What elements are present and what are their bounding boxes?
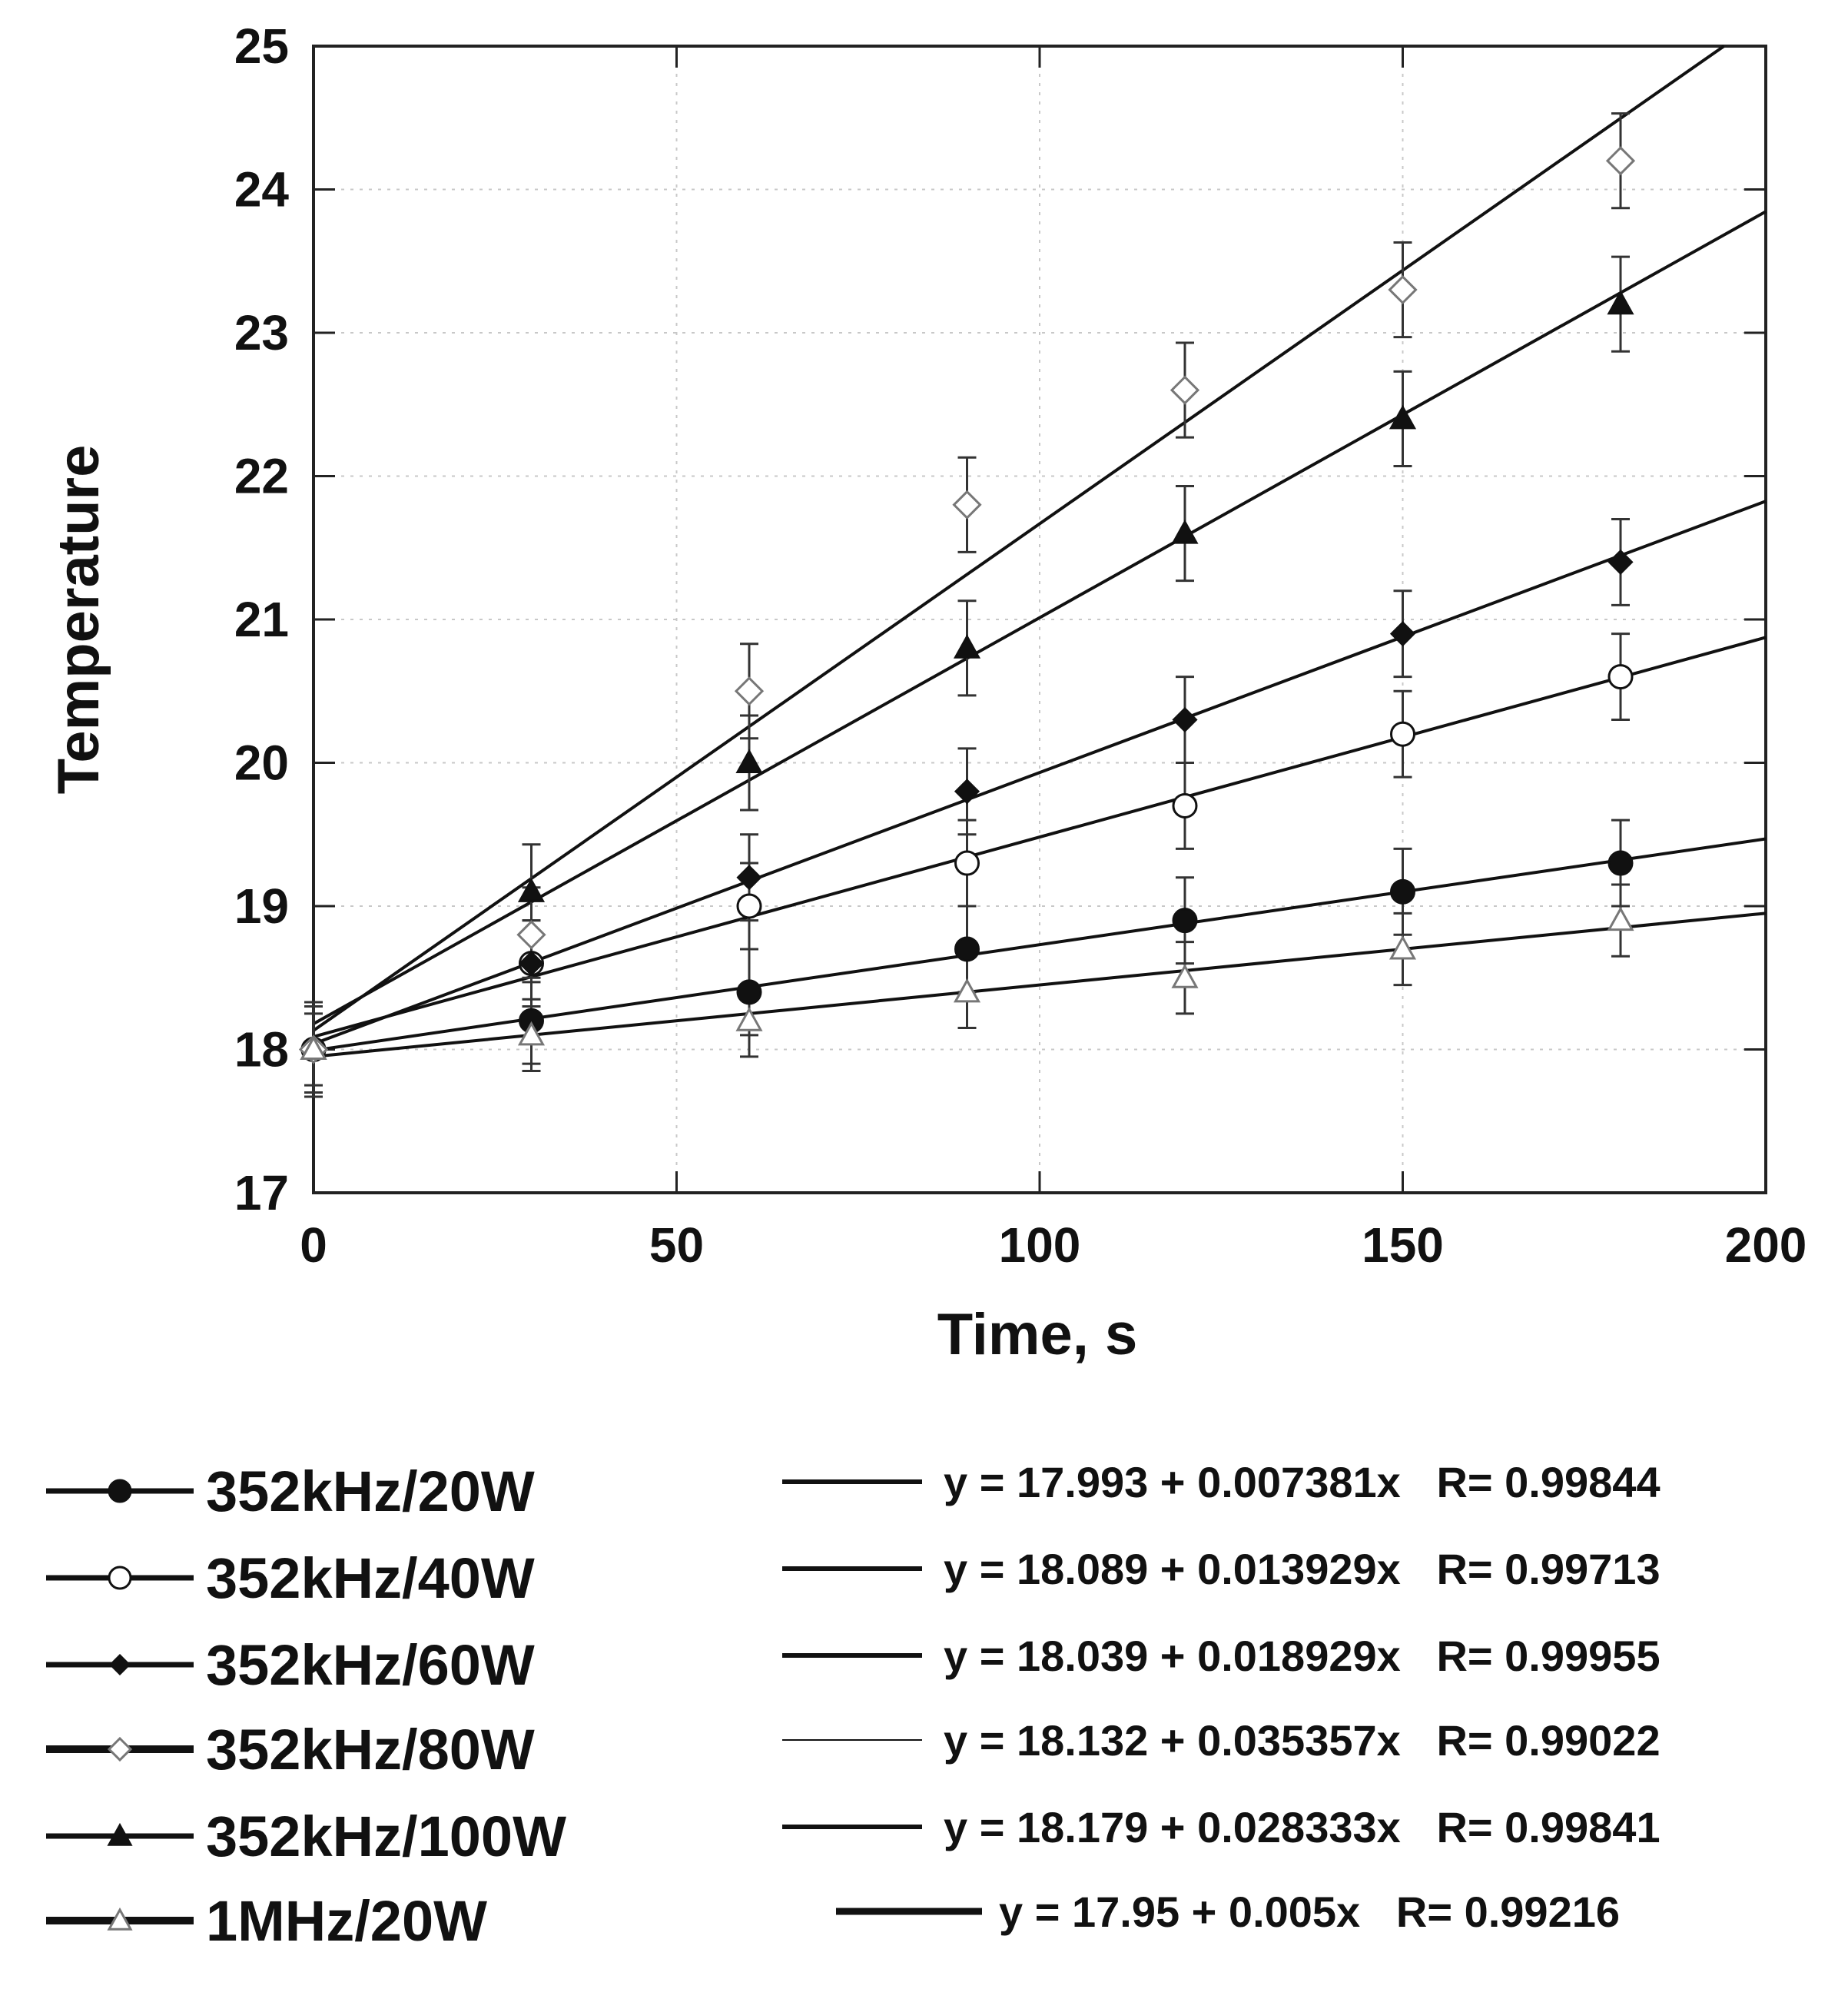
- data-point-352khz-80w: [1605, 146, 1636, 176]
- data-points: [298, 146, 1636, 1064]
- legend-label: 352kHz/20W: [206, 1459, 535, 1523]
- fit-legend-item: y = 18.039 + 0.018929x R= 0.99955: [782, 1632, 1661, 1680]
- data-point-352khz-60w: [736, 865, 762, 891]
- y-tick-label: 25: [234, 18, 289, 74]
- y-tick-label: 20: [234, 735, 289, 791]
- data-point-352khz-100w: [1388, 404, 1417, 430]
- y-tick-label: 24: [234, 162, 290, 217]
- legend-item: 352kHz/40W: [46, 1546, 535, 1610]
- fit-line-2: [313, 636, 1767, 1038]
- fit-equation-label: y = 17.95 + 0.005x R= 0.99216: [999, 1888, 1620, 1936]
- data-point-352khz-40w: [954, 850, 980, 876]
- data-point-352khz-60w: [1389, 621, 1416, 647]
- legend-label: 1MHz/20W: [206, 1889, 487, 1953]
- fit-legend: y = 17.993 + 0.007381x R= 0.99844 y = 18.…: [782, 1458, 1661, 1936]
- data-point-1mhz-20w: [1171, 964, 1199, 988]
- fit-equation-label: y = 18.089 + 0.013929x R= 0.99713: [944, 1545, 1661, 1593]
- legend-marker: [107, 1907, 133, 1931]
- data-point-352khz-100w: [953, 634, 981, 659]
- legend-marker: [108, 1566, 132, 1590]
- x-axis-title: Time, s: [937, 1302, 1138, 1367]
- legend-label: 352kHz/80W: [206, 1718, 535, 1781]
- y-tick-label: 18: [234, 1022, 289, 1078]
- legend-item: 1MHz/20W: [46, 1889, 487, 1953]
- legend-item: 352kHz/20W: [46, 1459, 535, 1523]
- y-tick-label: 19: [234, 878, 289, 934]
- data-point-352khz-80w: [734, 676, 765, 706]
- x-tick-label: 200: [1725, 1217, 1807, 1273]
- fit-legend-item: y = 17.993 + 0.007381x R= 0.99844: [782, 1458, 1661, 1506]
- fit-equation-label: y = 17.993 + 0.007381x R= 0.99844: [944, 1458, 1661, 1506]
- data-point-1mhz-20w: [300, 1035, 327, 1060]
- data-point-352khz-20w: [1172, 908, 1198, 934]
- data-point-352khz-80w: [952, 490, 982, 520]
- x-tick-label: 50: [649, 1217, 704, 1273]
- fit-line-3: [313, 500, 1767, 1046]
- data-point-1mhz-20w: [1607, 906, 1634, 931]
- fit-equation-label: y = 18.179 + 0.028333x R= 0.99841: [944, 1803, 1661, 1851]
- fit-equation-label: y = 18.132 + 0.035357x R= 0.99022: [944, 1716, 1661, 1765]
- data-point-352khz-20w: [1607, 850, 1634, 876]
- fit-equation-label: y = 18.039 + 0.018929x R= 0.99955: [944, 1632, 1661, 1680]
- fit-line-1: [313, 837, 1767, 1052]
- y-tick-label: 17: [234, 1165, 289, 1220]
- y-tick-label: 22: [234, 449, 289, 504]
- data-point-352khz-40w: [1607, 664, 1634, 690]
- data-point-352khz-80w: [1170, 375, 1200, 405]
- fit-legend-item: y = 18.132 + 0.035357x R= 0.99022: [782, 1716, 1661, 1765]
- legend-marker: [107, 1822, 133, 1846]
- x-tick-label: 0: [300, 1217, 327, 1273]
- data-point-352khz-40w: [736, 893, 762, 919]
- fit-legend-item: y = 18.089 + 0.013929x R= 0.99713: [782, 1545, 1661, 1593]
- legend-item: 352kHz/80W: [46, 1718, 535, 1781]
- legend-label: 352kHz/60W: [206, 1633, 535, 1697]
- fit-line-4: [312, 45, 1725, 1032]
- data-point-1mhz-20w: [1388, 935, 1417, 960]
- legend-label: 352kHz/40W: [206, 1546, 535, 1610]
- data-point-352khz-100w: [517, 878, 546, 902]
- data-point-352khz-40w: [1390, 721, 1415, 747]
- fit-legend-item: y = 18.179 + 0.028333x R= 0.99841: [782, 1803, 1661, 1851]
- legend: 352kHz/20W 352kHz/40W 352kHz/60W 352kHz/80W…: [46, 1459, 566, 1953]
- legend-label: 352kHz/100W: [206, 1805, 566, 1868]
- fit-line-6: [313, 911, 1767, 1058]
- data-point-352khz-20w: [1390, 878, 1415, 905]
- data-point-352khz-20w: [954, 936, 980, 962]
- y-tick-label: 21: [234, 592, 289, 647]
- x-tick-label: 100: [999, 1217, 1081, 1273]
- legend-item: 352kHz/60W: [46, 1633, 535, 1697]
- fit-lines: [312, 45, 1767, 1058]
- data-point-1mhz-20w: [953, 978, 981, 1003]
- legend-marker: [108, 1479, 132, 1503]
- legend-marker: [107, 1736, 133, 1762]
- data-point-352khz-20w: [736, 979, 762, 1005]
- legend-marker: [108, 1653, 131, 1676]
- fit-legend-item: y = 17.95 + 0.005x R= 0.99216: [836, 1888, 1620, 1936]
- x-tick-label: 150: [1362, 1217, 1444, 1273]
- data-point-352khz-60w: [1607, 549, 1634, 575]
- data-point-352khz-80w: [516, 920, 546, 950]
- data-point-352khz-100w: [1607, 290, 1634, 315]
- y-tick-label: 23: [234, 305, 289, 360]
- axis-ticks: 17 18 19 20 21 22 23 24 25 0 50 100 150 200: [234, 18, 1807, 1273]
- data-point-352khz-60w: [518, 951, 545, 977]
- data-point-352khz-60w: [1172, 706, 1198, 733]
- data-point-1mhz-20w: [517, 1021, 546, 1046]
- legend-item: 352kHz/100W: [46, 1805, 566, 1868]
- y-axis-title: Temperature: [46, 445, 111, 795]
- fit-line-5: [313, 210, 1767, 1025]
- data-point-1mhz-20w: [735, 1007, 763, 1031]
- data-point-352khz-100w: [735, 749, 763, 773]
- data-point-352khz-100w: [1171, 520, 1199, 544]
- data-point-352khz-40w: [1172, 792, 1198, 819]
- data-point-352khz-60w: [954, 779, 980, 805]
- data-point-352khz-80w: [1388, 274, 1418, 305]
